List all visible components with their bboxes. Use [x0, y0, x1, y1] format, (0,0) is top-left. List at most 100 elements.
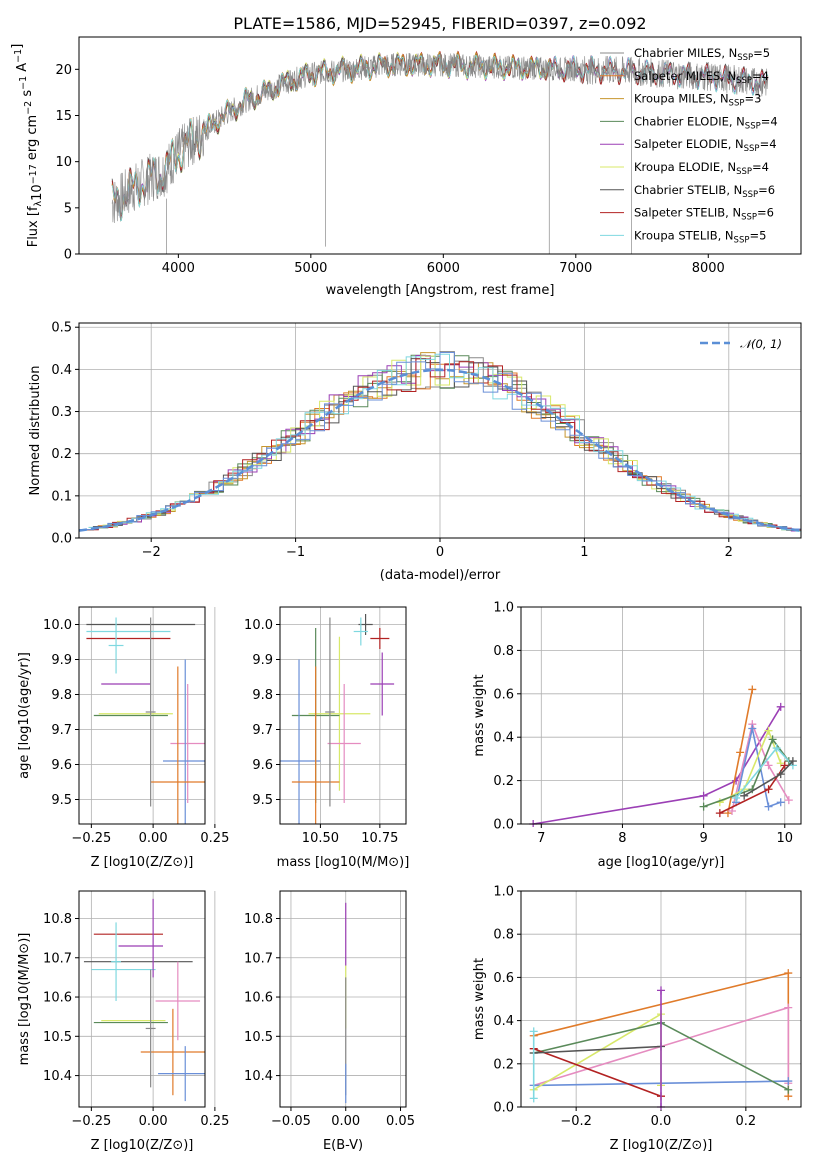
weight-line: [533, 1047, 662, 1097]
y-tick-label: 9.9: [252, 653, 273, 668]
y-axis-label-part: erg cm: [25, 115, 40, 164]
y-tick-label: 10.5: [43, 1030, 72, 1045]
x-tick-label: 0.05: [386, 1114, 415, 1129]
legend-entry: Salpeter STELIB, NSSP=6: [634, 206, 774, 223]
y-tick-label: 0.0: [493, 1101, 514, 1116]
x-tick-label: −1: [286, 545, 305, 560]
errorbars: [83, 898, 205, 1102]
y-tick-label: 20: [55, 63, 72, 78]
panel-2: −0.25 0.00 0.25 9.5 9.6 9.7 9.8 9.9 10.0 Z [log10…: [17, 606, 229, 870]
weight-marker: [776, 770, 785, 779]
spectrum-lines: [111, 50, 769, 254]
weight-marker: [784, 969, 793, 978]
legend-suffix: =4: [760, 137, 777, 151]
y-tick-label: 10.7: [244, 951, 273, 966]
figure-title: PLATE=1586, MJD=52945, FIBERID=0397, z=0…: [233, 14, 646, 33]
weight-line: [533, 1045, 662, 1054]
weight-marker: [764, 761, 773, 770]
axes-frame: [279, 890, 407, 1108]
y-tick-label: 1.0: [493, 885, 514, 900]
legend-suffix: =4: [752, 69, 769, 83]
errorbars: [86, 617, 205, 824]
legend-entry: Salpeter MILES, NSSP=4: [634, 69, 769, 86]
y-tick-label: 10.5: [244, 1030, 273, 1045]
legend-suffix: =5: [753, 46, 770, 60]
x-tick-label: 8: [618, 831, 626, 846]
hist-lines: [79, 351, 801, 532]
x-tick-label: −0.25: [71, 831, 111, 846]
x-tick-label: −0.2: [560, 1114, 592, 1129]
legend-sub: SSP: [737, 53, 753, 63]
axes-frame: [279, 606, 407, 825]
x-axis-label: Z [log10(Z/Z⊙)]: [91, 855, 194, 870]
y-tick-label: 0.6: [493, 971, 514, 986]
legend-entry: Chabrier ELODIE, NSSP=4: [634, 114, 778, 131]
legend-name: Kroupa MILES, N: [634, 92, 729, 106]
axes-frame: [78, 606, 206, 825]
legend-sub: SSP: [736, 76, 752, 86]
weight-marker: [784, 1077, 793, 1086]
legend-sub: SSP: [745, 121, 761, 131]
axes-frame: [520, 890, 802, 1108]
legend-suffix: =4: [752, 160, 769, 174]
y-tick-label: 0.5: [51, 321, 72, 336]
y-tick-label: 10.0: [43, 618, 72, 633]
weight-marker: [732, 793, 741, 802]
y-tick-label: 9.8: [51, 688, 72, 703]
y-tick-label: 10.6: [43, 991, 72, 1006]
x-axis-label: (data-model)/error: [380, 568, 501, 583]
legend-name: Chabrier STELIB, N: [634, 183, 742, 197]
y-axis-label-part: ]: [10, 44, 25, 49]
y-tick-label: 0.2: [51, 447, 72, 462]
x-tick-label: 10: [776, 831, 793, 846]
weight-marker: [764, 785, 773, 794]
legend-name: Chabrier ELODIE, N: [634, 114, 745, 128]
weight-marker: [529, 1094, 538, 1103]
y-axis-label: Flux [fλ10−17 erg cm−2 s−1 A−1]: [10, 44, 45, 248]
weight-marker: [723, 809, 732, 818]
legend-name: Salpeter ELODIE, N: [634, 137, 744, 151]
legend-name: Salpeter MILES, N: [634, 69, 736, 83]
y-axis-label-part: Flux [f: [26, 206, 41, 247]
y-tick-label: 0.0: [51, 532, 72, 547]
weight-marker: [657, 986, 665, 995]
weight-marker: [784, 1003, 793, 1012]
x-tick-label: 10.75: [361, 831, 398, 846]
x-tick-label: −0.25: [71, 1114, 111, 1129]
y-axis-label: age [log10(age/yr)]: [17, 652, 32, 779]
y-tick-label: 9.6: [51, 758, 72, 773]
y-axis-label-part: 10: [30, 184, 45, 201]
legend-sub: SSP: [729, 99, 745, 109]
y-tick-label: 10.4: [43, 1069, 72, 1084]
weight-marker: [768, 735, 777, 744]
y-axis-label-part: −1: [13, 49, 24, 63]
panel-6: −0.05 0.00 0.05 10.4 10.5 10.6 10.7 10.8 E(B-V): [244, 890, 415, 1153]
y-tick-label: 10.8: [244, 912, 273, 927]
weight-line: [731, 721, 790, 812]
legend-sub: SSP: [742, 190, 758, 200]
panel-4: 7 8 9 10 0.0 0.2 0.4 0.6 0.8 1.0 age [log10(age/yr…: [472, 601, 802, 870]
panel-0: 4000 5000 6000 7000 8000 0 5 10 15 20 wavelength […: [10, 36, 802, 298]
legend-sub: SSP: [744, 144, 760, 154]
y-axis-label: Normed distribution: [28, 366, 43, 496]
weight-marker: [772, 744, 781, 753]
weight-marker: [780, 761, 789, 770]
y-tick-label: 1.0: [493, 601, 514, 616]
legend-suffix: =4: [761, 114, 778, 128]
weight-marker: [748, 724, 757, 733]
weight-marker: [764, 802, 773, 811]
y-tick-label: 10.0: [244, 618, 273, 633]
legend-entry: Chabrier MILES, NSSP=5: [634, 46, 770, 63]
hist-legend: 𝒩(0, 1): [700, 337, 782, 351]
x-tick-label: −0.05: [271, 1114, 311, 1129]
weight-marker: [748, 685, 757, 694]
weight-marker: [699, 802, 708, 811]
y-tick-label: 0.3: [51, 405, 72, 420]
y-tick-label: 9.9: [51, 653, 72, 668]
legend-suffix: =6: [758, 183, 775, 197]
axes-frame: [520, 606, 802, 825]
y-tick-label: 9.5: [252, 793, 273, 808]
weight-marker: [529, 1027, 538, 1036]
y-axis-label: mass weight: [472, 674, 487, 756]
